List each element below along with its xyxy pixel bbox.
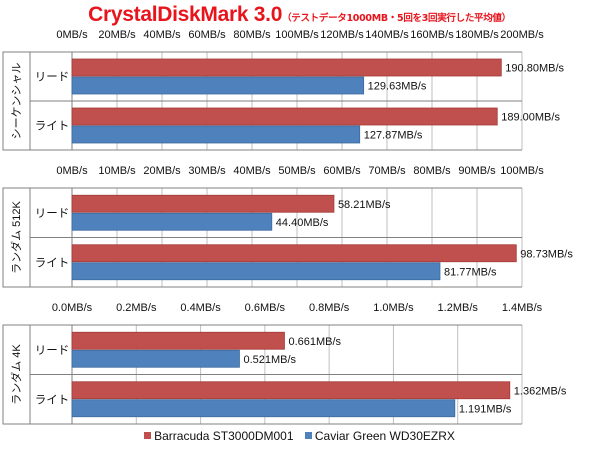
x-tick-label: 10MB/s	[98, 165, 136, 177]
x-tick-label: 0.2MB/s	[116, 302, 157, 314]
x-tick-label: 40MB/s	[143, 29, 181, 41]
chart-title: CrystalDiskMark 3.0	[88, 3, 283, 26]
category-label: ライト	[35, 257, 70, 269]
legend-label-series1: Barracuda ST3000DM001	[154, 429, 294, 443]
chart-subtitle: （テストデータ1000MB・5回を3回実行した平均値）	[282, 13, 511, 24]
x-tick-label: 160MB/s	[410, 29, 454, 41]
data-label: 0.661MB/s	[288, 336, 341, 348]
legend-swatch-series2	[304, 432, 312, 439]
bar	[71, 107, 498, 126]
chart-legend: Barracuda ST3000DM001 Caviar Green WD30E…	[0, 429, 599, 443]
x-tick-label: 0MB/s	[56, 29, 88, 41]
x-tick-label: 60MB/s	[323, 165, 361, 177]
x-tick-label: 40MB/s	[233, 165, 271, 177]
bar	[71, 125, 361, 144]
x-tick-label: 200MB/s	[500, 29, 544, 41]
category-label: リード	[35, 208, 70, 220]
chart-title-block: CrystalDiskMark 3.0（テストデータ1000MB・5回を3回実行…	[0, 3, 599, 27]
legend-item-series2: Caviar Green WD30EZRX	[304, 429, 455, 443]
bar	[71, 212, 273, 231]
legend-swatch-series1	[144, 432, 152, 439]
data-label: 190.80MB/s	[505, 63, 564, 75]
data-label: 1.191MB/s	[459, 403, 512, 415]
data-label: 127.87MB/s	[364, 130, 423, 142]
x-tick-label: 90MB/s	[458, 165, 496, 177]
data-label: 1.362MB/s	[514, 385, 567, 397]
x-tick-label: 0.0MB/s	[52, 302, 93, 314]
x-tick-label: 100MB/s	[500, 165, 544, 177]
x-tick-label: 50MB/s	[278, 165, 316, 177]
panel-axis-label: ランダム 4K	[9, 344, 23, 405]
x-tick-label: 30MB/s	[188, 165, 226, 177]
bar	[71, 381, 511, 400]
x-tick-label: 0.8MB/s	[309, 302, 350, 314]
x-tick-label: 1.4MB/s	[502, 302, 543, 314]
x-tick-label: 0.4MB/s	[180, 302, 221, 314]
data-label: 44.40MB/s	[276, 217, 329, 229]
data-label: 81.77MB/s	[444, 266, 497, 278]
category-label: ライト	[35, 394, 70, 406]
data-label: 189.00MB/s	[501, 112, 560, 124]
x-tick-label: 1.0MB/s	[373, 302, 414, 314]
x-tick-label: 60MB/s	[188, 29, 226, 41]
legend-item-series1: Barracuda ST3000DM001	[144, 429, 294, 443]
category-label: ライト	[35, 121, 70, 133]
x-tick-label: 0.6MB/s	[245, 302, 286, 314]
x-tick-label: 1.2MB/s	[438, 302, 479, 314]
x-tick-label: 20MB/s	[143, 165, 181, 177]
x-tick-label: 180MB/s	[455, 29, 499, 41]
x-tick-label: 20MB/s	[98, 29, 136, 41]
panel-label-box	[2, 187, 31, 288]
category-label: リード	[35, 72, 70, 84]
bar	[71, 76, 365, 95]
bar	[71, 262, 441, 281]
data-label: 58.21MB/s	[338, 199, 391, 211]
bar	[71, 58, 502, 77]
data-label: 129.63MB/s	[368, 81, 427, 93]
x-tick-label: 0MB/s	[56, 165, 88, 177]
x-tick-label: 80MB/s	[233, 29, 271, 41]
bar	[71, 194, 335, 213]
panel-axis-label: ランダム 512K	[9, 200, 23, 273]
bar	[71, 244, 517, 263]
x-tick-label: 120MB/s	[320, 29, 364, 41]
bar	[71, 399, 456, 418]
x-tick-label: 80MB/s	[413, 165, 451, 177]
category-label: リード	[35, 345, 70, 357]
x-tick-label: 100MB/s	[275, 29, 319, 41]
data-label: 0.521MB/s	[243, 354, 296, 366]
panel-label-box	[2, 51, 31, 151]
panel-label-box	[2, 324, 31, 425]
bar	[71, 349, 240, 368]
x-tick-label: 70MB/s	[368, 165, 406, 177]
data-label: 98.73MB/s	[520, 248, 573, 260]
x-tick-label: 140MB/s	[365, 29, 409, 41]
panel-axis-label: シーケンシャル	[10, 63, 23, 140]
bar	[71, 331, 285, 350]
legend-label-series2: Caviar Green WD30EZRX	[314, 429, 455, 443]
